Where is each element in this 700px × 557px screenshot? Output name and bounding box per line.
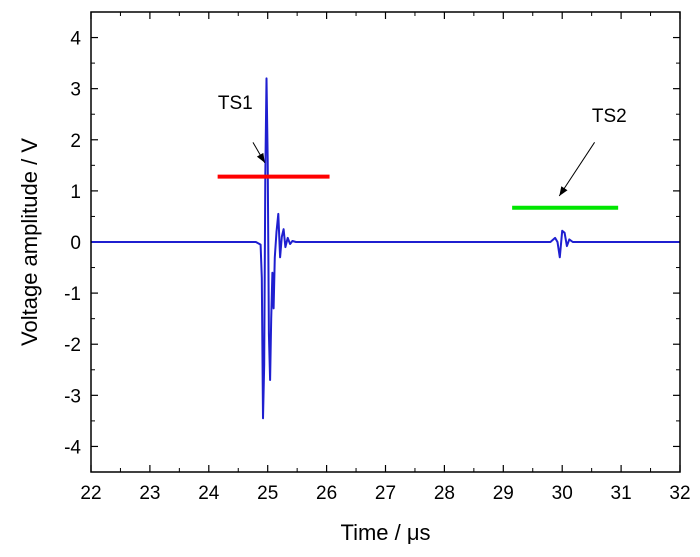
y-tick-label: 3 [70,80,81,101]
x-tick-label: 31 [611,483,632,504]
y-tick-label: -1 [64,284,81,305]
plot-frame [90,11,681,473]
x-tick-label: 27 [375,483,396,504]
x-tick-label: 22 [80,483,101,504]
signal-line [91,77,680,420]
x-tick-label: 32 [669,483,690,504]
x-axis-title: Time / μs [340,520,430,545]
x-tick-label: 30 [552,483,573,504]
y-tick-label: -4 [64,437,81,458]
y-tick-label: 4 [70,29,81,50]
annotations: TS1 TS2 [217,93,627,210]
ts2-arrow-head [559,186,568,196]
y-tick-label: 2 [70,131,81,152]
x-tick-label: 26 [316,483,337,504]
y-axis-title: Voltage amplitude / V [17,138,42,346]
ts1-arrow-head [256,152,265,163]
x-tick-label: 23 [139,483,160,504]
x-tick-label: 28 [434,483,455,504]
y-tick-label: 0 [70,233,81,254]
ts2-label: TS2 [592,106,627,127]
x-tick-label: 25 [257,483,278,504]
y-tick-label: -3 [64,386,81,407]
x-tick-label: 24 [198,483,220,504]
x-tick-label: 29 [493,483,514,504]
y-tick-label: -2 [64,335,81,356]
ts1-label: TS1 [218,93,253,114]
ts2-arrow-line [558,142,596,197]
y-tick-label: 1 [70,182,81,203]
plot-area [91,77,680,420]
